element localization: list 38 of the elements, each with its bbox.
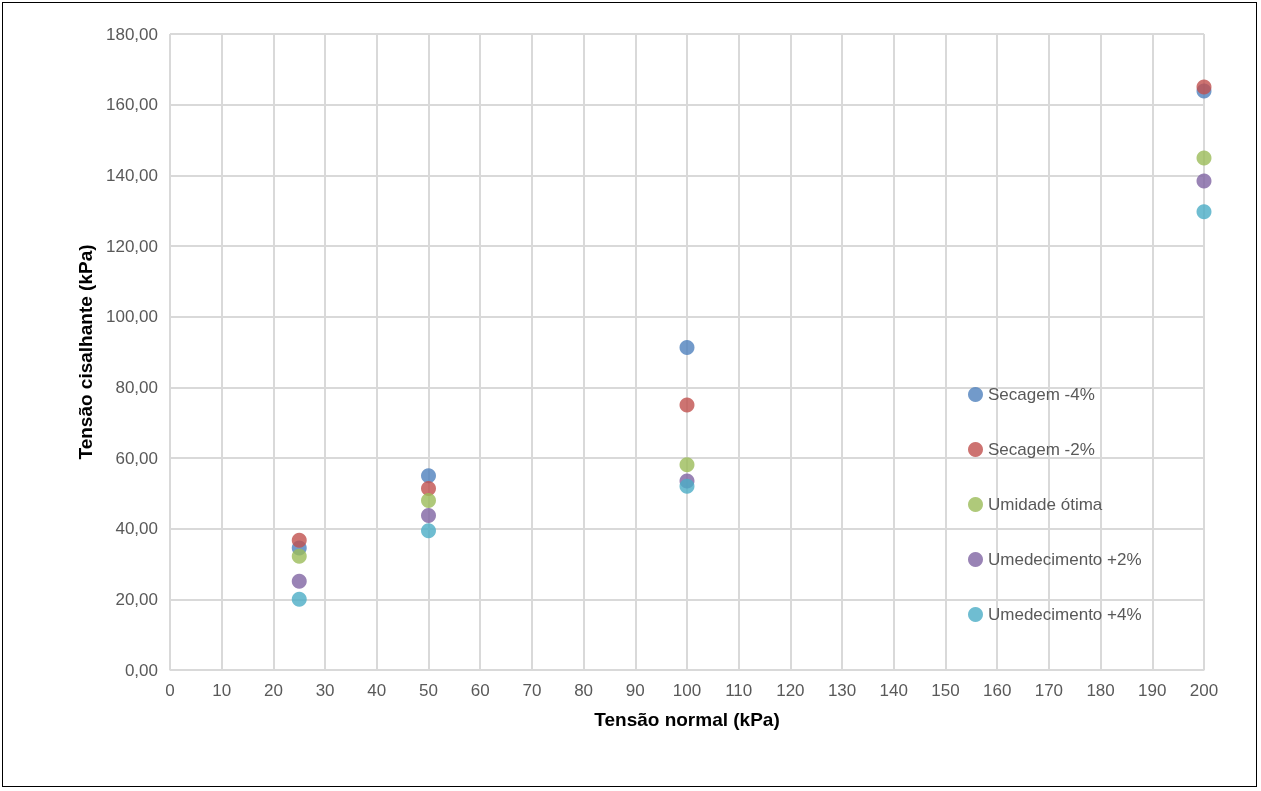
x-tick-label: 30	[315, 681, 335, 700]
y-tick-label: 20,00	[115, 589, 158, 609]
y-tick-label: 100,00	[106, 307, 158, 327]
y-tick-label: 0,00	[124, 660, 158, 680]
x-tick-label: 150	[931, 681, 960, 700]
y-tick-label: 80,00	[115, 377, 158, 397]
x-tick-label: 190	[1138, 681, 1167, 700]
x-tick-label: 110	[725, 681, 753, 700]
x-tick-label: 200	[1189, 681, 1219, 700]
x-axis-title: Tensão normal (kPa)	[594, 709, 780, 730]
x-tick-label: 140	[879, 681, 908, 700]
legend-label: Umidade ótima	[988, 495, 1103, 514]
x-tick-label: 50	[419, 681, 438, 700]
y-tick-label: 60,00	[115, 448, 158, 468]
x-tick-label: 20	[263, 681, 283, 700]
legend-label: Secagem -2%	[988, 440, 1095, 459]
x-tick-label: 180	[1086, 681, 1115, 700]
x-tick-label: 130	[827, 681, 857, 700]
y-tick-label: 140,00	[106, 165, 158, 185]
y-tick-label: 120,00	[106, 236, 158, 256]
legend-label: Umedecimento +2%	[988, 550, 1142, 569]
x-tick-label: 40	[367, 681, 387, 700]
x-tick-label: 60	[470, 681, 490, 700]
y-tick-label: 180,00	[106, 24, 158, 44]
x-tick-label: 80	[574, 681, 594, 700]
x-tick-label: 10	[212, 681, 232, 700]
x-tick-label: 170	[1034, 681, 1064, 700]
x-tick-label: 160	[983, 681, 1012, 700]
y-tick-label: 160,00	[106, 95, 158, 115]
x-tick-label: 100	[672, 681, 702, 700]
x-tick-label: 0	[165, 681, 175, 700]
x-tick-label: 90	[625, 681, 645, 700]
y-axis-title: Tensão cisalhante (kPa)	[75, 244, 96, 460]
x-tick-label: 120	[776, 681, 805, 700]
legend-label: Secagem -4%	[988, 385, 1095, 404]
y-tick-label: 40,00	[115, 519, 158, 539]
x-tick-label: 70	[522, 681, 542, 700]
legend-label: Umedecimento +4%	[988, 605, 1142, 624]
